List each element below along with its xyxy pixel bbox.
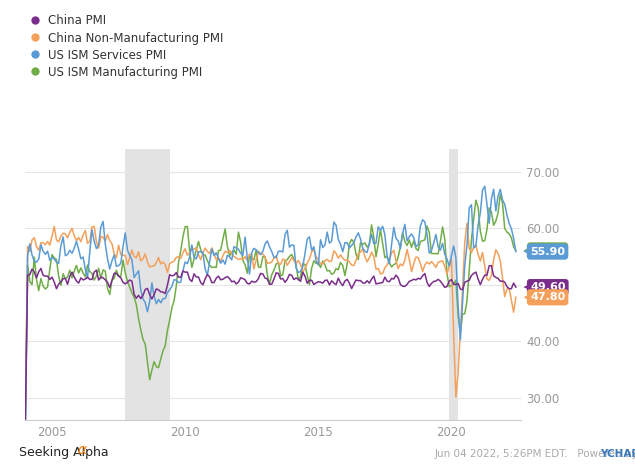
Legend: China PMI, China Non-Manufacturing PMI, US ISM Services PMI, US ISM Manufacturin: China PMI, China Non-Manufacturing PMI, … [31, 14, 224, 79]
Text: 49.60: 49.60 [523, 282, 566, 292]
Text: Seeking Alpha: Seeking Alpha [19, 446, 109, 459]
Text: 56.10: 56.10 [523, 246, 565, 255]
Bar [125, 149, 170, 420]
Bar [450, 149, 458, 420]
Text: YCHARTS: YCHARTS [600, 449, 635, 459]
Text: 55.90: 55.90 [523, 247, 565, 256]
Text: Jun 04 2022, 5:26PM EDT.   Powered by: Jun 04 2022, 5:26PM EDT. Powered by [435, 449, 635, 459]
Text: α: α [77, 443, 86, 457]
Text: 47.80: 47.80 [523, 292, 565, 302]
